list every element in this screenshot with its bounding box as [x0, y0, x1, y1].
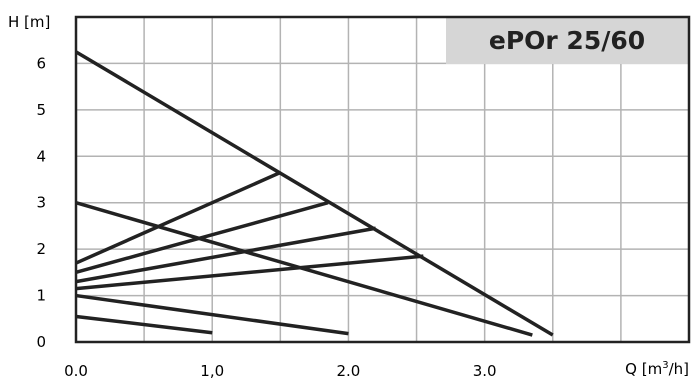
x-axis-label-main: Q [m	[625, 360, 662, 378]
title-box	[446, 17, 689, 64]
x-tick-label: 2.0	[337, 362, 361, 380]
curve-line-6	[75, 254, 424, 291]
curve-line-7	[75, 293, 349, 336]
y-axis-label: H [m]	[8, 13, 50, 31]
y-tick-labels: 0 1 2 3 4 5 6	[36, 54, 46, 351]
curve-series	[75, 50, 554, 337]
x-tick-label: 1,0	[200, 362, 224, 380]
plot-frame	[74, 15, 691, 344]
x-tick-labels: 0.0 1,0 2.0 3.0	[64, 362, 497, 380]
y-tick-label: 3	[36, 194, 46, 212]
y-tick-label: 1	[36, 287, 46, 305]
x-axis-label-suffix: /h]	[669, 360, 689, 378]
y-tick-label: 0	[36, 333, 46, 351]
curve-line-8	[75, 314, 213, 335]
curve-line-4	[75, 201, 329, 275]
y-tick-label: 2	[36, 240, 46, 258]
x-axis-label-sup: 3	[662, 360, 668, 371]
y-tick-label: 5	[36, 101, 46, 119]
y-tick-label: 6	[36, 54, 46, 72]
x-tick-label: 0.0	[64, 362, 88, 380]
curve-line-3	[75, 170, 282, 265]
y-tick-label: 4	[36, 147, 46, 165]
x-axis-label: Q [m3/h]	[625, 360, 689, 378]
chart-title: ePOr 25/60	[489, 26, 645, 55]
curve-line-5	[75, 226, 376, 284]
curve-line-1	[75, 50, 554, 337]
x-tick-label: 3.0	[473, 362, 497, 380]
